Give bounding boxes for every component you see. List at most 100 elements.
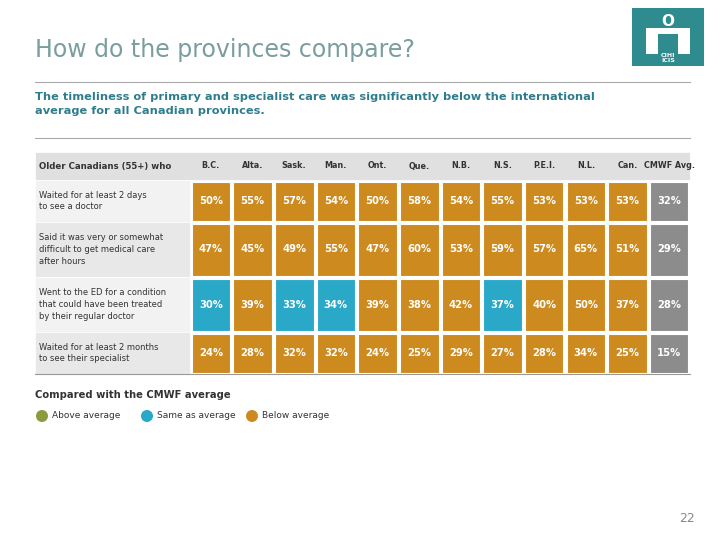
Bar xyxy=(567,334,606,373)
Text: 32%: 32% xyxy=(657,196,681,206)
Bar xyxy=(275,279,313,330)
Text: 28%: 28% xyxy=(657,300,681,309)
Text: 54%: 54% xyxy=(324,196,348,206)
Text: 29%: 29% xyxy=(449,348,473,358)
Text: Sask.: Sask. xyxy=(282,161,307,171)
Text: Went to the ED for a condition
that could have been treated
by their regular doc: Went to the ED for a condition that coul… xyxy=(39,288,166,321)
Bar xyxy=(441,279,480,330)
Text: 32%: 32% xyxy=(282,348,306,358)
Bar xyxy=(275,181,313,220)
Text: 53%: 53% xyxy=(616,196,639,206)
Bar xyxy=(650,279,688,330)
Bar xyxy=(358,224,397,275)
Text: 57%: 57% xyxy=(282,196,306,206)
Text: 22: 22 xyxy=(679,512,695,525)
Bar xyxy=(646,34,658,54)
Text: 47%: 47% xyxy=(199,245,223,254)
Bar xyxy=(358,334,397,373)
Text: 53%: 53% xyxy=(449,245,473,254)
Bar xyxy=(525,181,564,220)
Bar xyxy=(483,181,522,220)
Bar xyxy=(358,181,397,220)
Text: 54%: 54% xyxy=(449,196,473,206)
Bar xyxy=(35,180,190,222)
Bar xyxy=(192,334,230,373)
Text: 25%: 25% xyxy=(408,348,431,358)
Text: 59%: 59% xyxy=(490,245,515,254)
Text: 29%: 29% xyxy=(657,245,681,254)
Bar xyxy=(35,152,690,180)
Text: 50%: 50% xyxy=(199,196,222,206)
Bar xyxy=(608,181,647,220)
Text: 39%: 39% xyxy=(240,300,264,309)
Text: 28%: 28% xyxy=(240,348,264,358)
Text: 27%: 27% xyxy=(490,348,514,358)
Text: 42%: 42% xyxy=(449,300,473,309)
Circle shape xyxy=(246,410,258,422)
Bar xyxy=(400,279,438,330)
Bar xyxy=(608,334,647,373)
Text: Above average: Above average xyxy=(52,411,120,421)
Bar xyxy=(483,279,522,330)
Bar xyxy=(632,8,704,66)
Text: Said it was very or somewhat
difficult to get medical care
after hours: Said it was very or somewhat difficult t… xyxy=(39,233,163,266)
Text: 38%: 38% xyxy=(408,300,431,309)
Bar xyxy=(646,28,690,34)
Bar xyxy=(35,332,190,374)
Text: B.C.: B.C. xyxy=(202,161,220,171)
Bar xyxy=(650,224,688,275)
Circle shape xyxy=(141,410,153,422)
Bar xyxy=(233,334,272,373)
Text: The timeliness of primary and specialist care was significantly below the intern: The timeliness of primary and specialist… xyxy=(35,92,595,116)
Bar xyxy=(608,279,647,330)
Text: Man.: Man. xyxy=(325,161,347,171)
Bar xyxy=(483,224,522,275)
Text: 28%: 28% xyxy=(532,348,556,358)
Text: 51%: 51% xyxy=(616,245,639,254)
Bar xyxy=(483,334,522,373)
Text: Waited for at least 2 days
to see a doctor: Waited for at least 2 days to see a doct… xyxy=(39,191,147,211)
Text: 37%: 37% xyxy=(616,300,639,309)
Text: 53%: 53% xyxy=(574,196,598,206)
Bar xyxy=(317,279,355,330)
Bar xyxy=(400,224,438,275)
Bar xyxy=(233,224,272,275)
Bar xyxy=(441,181,480,220)
Text: N.B.: N.B. xyxy=(451,161,470,171)
Text: 34%: 34% xyxy=(574,348,598,358)
Bar xyxy=(650,181,688,220)
Bar xyxy=(233,181,272,220)
Circle shape xyxy=(36,410,48,422)
Bar xyxy=(567,224,606,275)
Bar xyxy=(317,181,355,220)
Bar xyxy=(192,181,230,220)
Text: N.S.: N.S. xyxy=(493,161,512,171)
Bar xyxy=(358,279,397,330)
Text: 47%: 47% xyxy=(366,245,390,254)
Bar xyxy=(317,334,355,373)
Text: 57%: 57% xyxy=(532,245,556,254)
Text: 37%: 37% xyxy=(490,300,514,309)
Text: 24%: 24% xyxy=(366,348,390,358)
Bar xyxy=(608,224,647,275)
Text: 50%: 50% xyxy=(574,300,598,309)
Bar xyxy=(35,222,190,277)
Text: 15%: 15% xyxy=(657,348,681,358)
Text: 24%: 24% xyxy=(199,348,223,358)
Bar xyxy=(35,277,190,332)
Text: 30%: 30% xyxy=(199,300,222,309)
Bar xyxy=(650,334,688,373)
Text: Alta.: Alta. xyxy=(242,161,264,171)
Text: 60%: 60% xyxy=(408,245,431,254)
Bar xyxy=(233,279,272,330)
Bar xyxy=(192,224,230,275)
Text: 40%: 40% xyxy=(532,300,557,309)
Bar xyxy=(275,224,313,275)
Text: Can.: Can. xyxy=(617,161,638,171)
Text: 49%: 49% xyxy=(282,245,306,254)
Text: 65%: 65% xyxy=(574,245,598,254)
Bar xyxy=(192,279,230,330)
Bar xyxy=(567,181,606,220)
Text: Que.: Que. xyxy=(409,161,430,171)
Text: CIHI
ICIS: CIHI ICIS xyxy=(661,52,675,63)
